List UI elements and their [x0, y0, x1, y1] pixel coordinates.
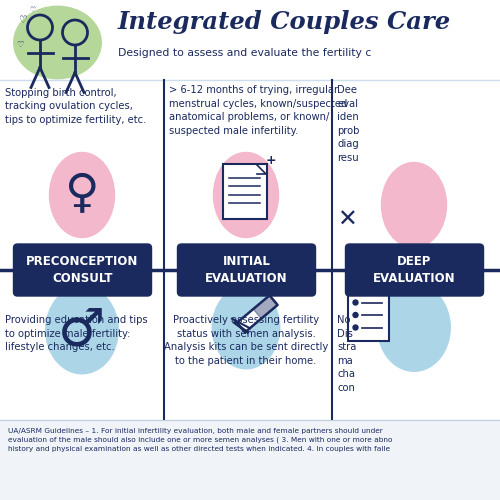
FancyBboxPatch shape	[178, 244, 316, 296]
Text: No
Dis
stra
ma
cha
con: No Dis stra ma cha con	[337, 315, 356, 393]
Polygon shape	[237, 296, 278, 333]
Text: +: +	[266, 154, 276, 168]
FancyBboxPatch shape	[14, 244, 151, 296]
Text: Proactively assessing fertility
status with semen analysis.
Analysis kits can be: Proactively assessing fertility status w…	[164, 315, 328, 366]
Text: Providing education and tips
to optimize male fertility:
lifestyle changes, etc.: Providing education and tips to optimize…	[5, 315, 148, 352]
Ellipse shape	[50, 152, 114, 238]
Text: ♡: ♡	[18, 15, 27, 25]
Text: > 6-12 months of trying, irregular
menstrual cycles, known/suspected
anatomical : > 6-12 months of trying, irregular menst…	[169, 85, 348, 136]
Text: UA/ASRM Guidelines – 1. For initial infertility evaluation, both male and female: UA/ASRM Guidelines – 1. For initial infe…	[8, 428, 392, 452]
Ellipse shape	[378, 284, 450, 371]
FancyBboxPatch shape	[348, 294, 389, 342]
Text: ✕: ✕	[337, 208, 357, 232]
FancyBboxPatch shape	[346, 244, 484, 296]
Text: ♡: ♡	[30, 7, 36, 13]
Bar	[0, 420, 500, 500]
Text: ♀: ♀	[64, 172, 100, 218]
Ellipse shape	[212, 286, 280, 368]
Text: PRECONCEPTION
CONSULT: PRECONCEPTION CONSULT	[26, 255, 138, 285]
Text: Dee
eval
iden
prob
diag
resu: Dee eval iden prob diag resu	[337, 85, 359, 163]
Text: INITIAL
EVALUATION: INITIAL EVALUATION	[205, 255, 288, 285]
Ellipse shape	[214, 152, 278, 238]
Text: Stopping birth control,
tracking ovulation cycles,
tips to optimize fertility, e: Stopping birth control, tracking ovulati…	[5, 88, 146, 124]
Text: ♂: ♂	[58, 304, 106, 356]
Circle shape	[353, 325, 358, 330]
Text: Integrated Couples Care: Integrated Couples Care	[118, 10, 450, 34]
Polygon shape	[254, 296, 278, 318]
Circle shape	[353, 300, 358, 305]
Text: ♡: ♡	[16, 40, 24, 50]
FancyBboxPatch shape	[222, 164, 267, 218]
Text: DEEP
EVALUATION: DEEP EVALUATION	[373, 255, 456, 285]
Ellipse shape	[14, 6, 101, 78]
Ellipse shape	[46, 286, 118, 374]
Circle shape	[353, 312, 358, 318]
Ellipse shape	[382, 162, 446, 248]
Text: Designed to assess and evaluate the fertility c: Designed to assess and evaluate the fert…	[118, 48, 371, 58]
